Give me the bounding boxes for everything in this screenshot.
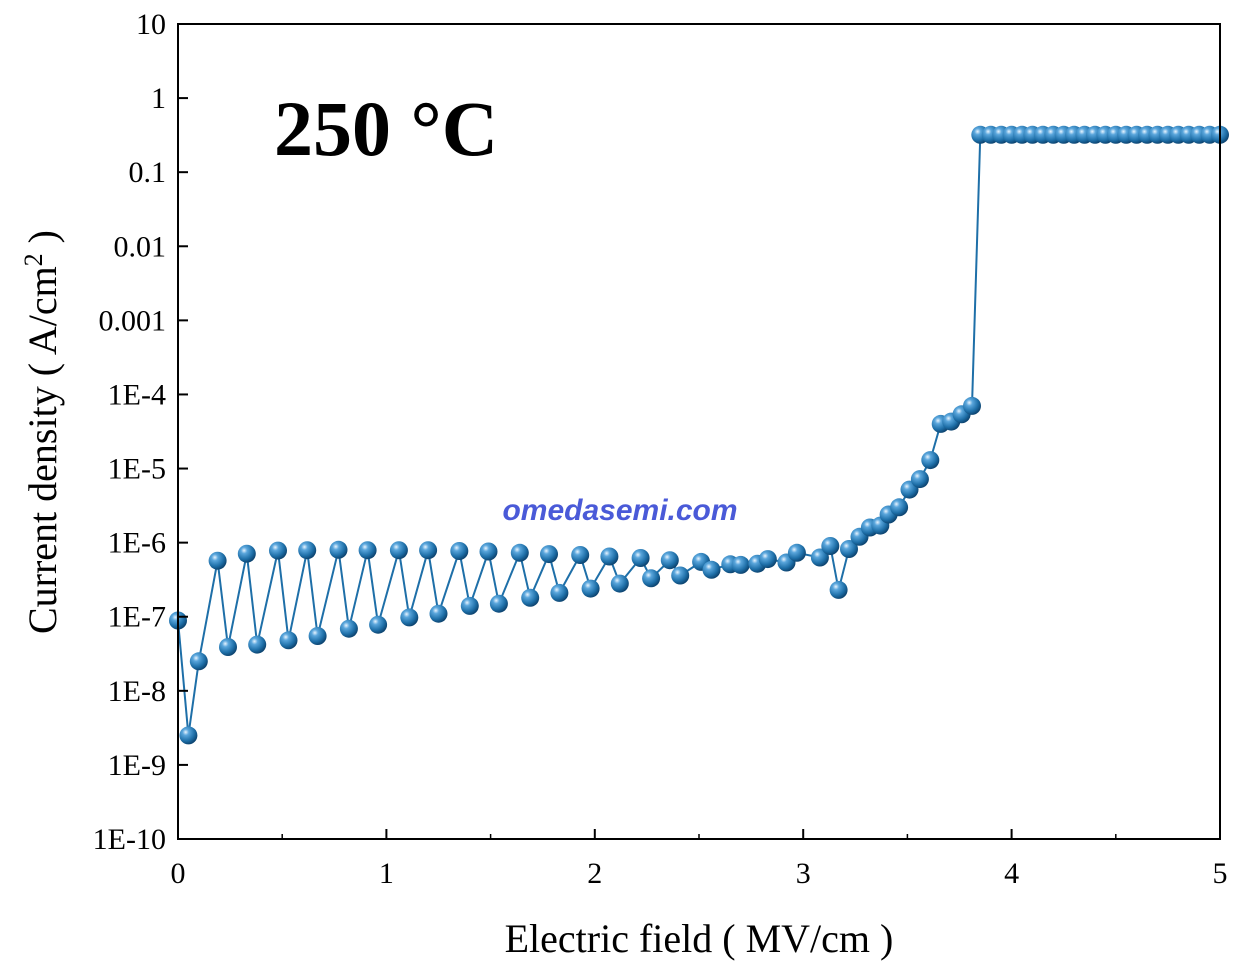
watermark: omedasemi.com <box>502 494 737 527</box>
temperature-annotation: 250 °C <box>274 85 498 172</box>
data-point <box>339 619 358 638</box>
data-point <box>400 608 419 627</box>
data-point <box>671 566 690 585</box>
data-point <box>510 543 529 562</box>
data-point <box>631 549 650 567</box>
y-tick-label: 1E-7 <box>108 601 166 634</box>
data-point <box>479 542 498 561</box>
data-point <box>810 548 829 567</box>
y-tick-label: 1E-4 <box>108 378 166 411</box>
series-line <box>177 133 1220 736</box>
data-point <box>419 541 438 560</box>
data-point <box>840 540 858 558</box>
y-tick-label: 1E-6 <box>108 527 166 560</box>
y-tick-label: 1E-8 <box>108 675 166 708</box>
data-point <box>921 451 940 470</box>
data-point <box>298 541 317 560</box>
data-point <box>269 541 287 560</box>
data-point <box>489 594 508 613</box>
y-tick-label: 0.1 <box>129 156 167 189</box>
data-point <box>963 396 981 415</box>
data-point <box>279 631 298 650</box>
data-point <box>219 638 237 656</box>
data-point <box>731 555 750 574</box>
data-point <box>758 550 777 569</box>
data-point <box>890 498 909 517</box>
x-axis: 0 1 2 3 4 5 <box>171 829 1228 890</box>
y-tick-label: 0.001 <box>99 304 167 337</box>
data-point <box>600 547 619 566</box>
y-axis-title-end: ) <box>20 230 65 253</box>
data-point <box>642 569 661 588</box>
y-tick-label: 1E-9 <box>108 749 166 782</box>
data-point <box>308 627 327 645</box>
x-tick-label: 4 <box>1004 857 1019 890</box>
y-axis: 1E-10 1E-9 1E-8 1E-7 1E-6 1E-5 1E-4 0.001 0.01 0.… <box>93 8 188 856</box>
y-axis-title: Current density ( A/cm2 ) <box>19 230 65 634</box>
data-point-layer <box>169 125 1229 745</box>
data-point <box>329 540 348 559</box>
data-point <box>189 652 208 671</box>
data-point <box>550 583 569 602</box>
data-point <box>787 543 806 562</box>
y-tick-label: 10 <box>136 8 166 41</box>
data-point <box>208 551 227 570</box>
x-axis-title: Electric field ( MV/cm ) <box>505 916 894 961</box>
data-point <box>450 542 469 560</box>
data-point <box>429 604 448 623</box>
data-point <box>910 470 929 489</box>
data-point <box>829 580 848 599</box>
y-tick-label: 1E-5 <box>108 453 166 486</box>
y-axis-title-superscript: 2 <box>19 253 48 266</box>
data-point <box>610 574 629 593</box>
data-point <box>821 537 840 555</box>
y-tick-label: 0.01 <box>114 230 167 263</box>
data-point <box>358 541 377 560</box>
y-tick-label: 1E-10 <box>93 823 166 856</box>
y-tick-label: 1 <box>151 82 166 115</box>
data-point <box>179 726 198 745</box>
x-tick-label: 1 <box>379 857 394 890</box>
data-point <box>660 551 679 570</box>
data-point <box>369 615 388 634</box>
y-axis-title-main: Current density ( A/cm <box>20 266 65 634</box>
x-tick-label: 0 <box>171 857 186 890</box>
data-point <box>248 635 267 654</box>
data-line-layer <box>177 133 1220 736</box>
data-point <box>521 588 540 607</box>
data-point <box>581 579 600 598</box>
data-point <box>389 541 408 560</box>
x-tick-label: 5 <box>1213 857 1228 890</box>
data-point <box>540 545 558 564</box>
data-point <box>237 544 256 563</box>
x-tick-label: 2 <box>587 857 602 890</box>
data-point <box>571 546 590 564</box>
data-point <box>460 596 479 615</box>
data-point <box>702 560 721 579</box>
x-tick-label: 3 <box>796 857 811 890</box>
